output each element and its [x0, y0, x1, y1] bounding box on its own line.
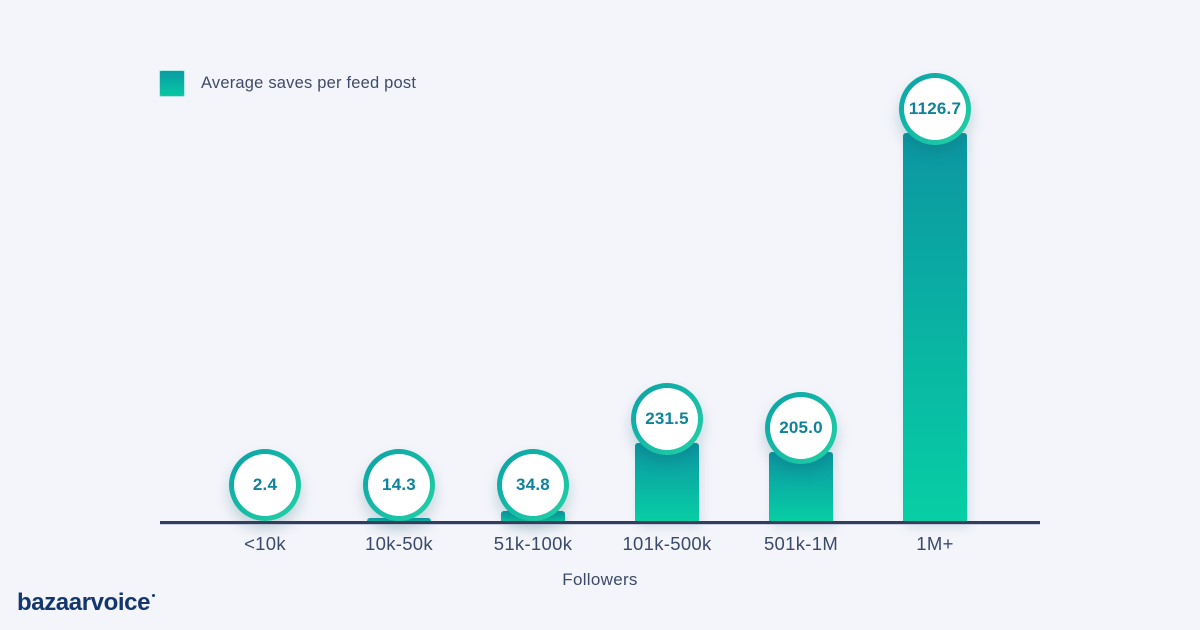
value-bubble-inner: 34.8 [502, 454, 564, 516]
bar-1M+ [903, 133, 967, 523]
value-bubble-10k-50k: 14.3 [363, 449, 435, 521]
legend: Average saves per feed post [159, 70, 416, 97]
value-label: 2.4 [252, 475, 278, 494]
value-bubble-inner: 231.5 [636, 388, 698, 450]
x-axis-line [160, 521, 1040, 524]
value-bubble-inner: 205.0 [770, 397, 832, 459]
value-bubble-inner: 14.3 [368, 454, 430, 516]
value-bubble-inner: 1126.7 [904, 78, 966, 140]
logo-text: bazaarvoice [17, 589, 151, 616]
x-tick-label-501k-1M: 501k-1M [763, 533, 839, 554]
value-bubble-inner: 2.4 [234, 454, 296, 516]
value-bubble-101k-500k: 231.5 [631, 383, 703, 455]
value-label: 231.5 [645, 409, 689, 428]
x-tick-label-51k-100k: 51k-100k [493, 533, 573, 554]
x-tick-label-101k-500k: 101k-500k [622, 533, 712, 554]
value-label: 205.0 [779, 418, 823, 437]
value-bubble-<10k: 2.4 [229, 449, 301, 521]
x-axis-title: Followers [562, 570, 638, 589]
bazaarvoice-logo: bazaarvoice [17, 589, 156, 617]
x-tick-label-10k-50k: 10k-50k [365, 533, 433, 554]
bar-101k-500k [635, 443, 699, 523]
x-tick-label-<10k: <10k [244, 533, 286, 554]
legend-swatch [159, 70, 185, 97]
value-label: 34.8 [516, 475, 550, 494]
value-bubble-51k-100k: 34.8 [497, 449, 569, 521]
value-bubble-1M+: 1126.7 [899, 73, 971, 145]
value-label: 1126.7 [908, 99, 962, 118]
legend-label: Average saves per feed post [201, 74, 417, 92]
x-tick-label-1M+: 1M+ [916, 533, 954, 554]
trademark-dot-icon [152, 594, 156, 597]
value-label: 14.3 [382, 475, 416, 494]
value-bubble-501k-1M: 205.0 [765, 392, 837, 464]
